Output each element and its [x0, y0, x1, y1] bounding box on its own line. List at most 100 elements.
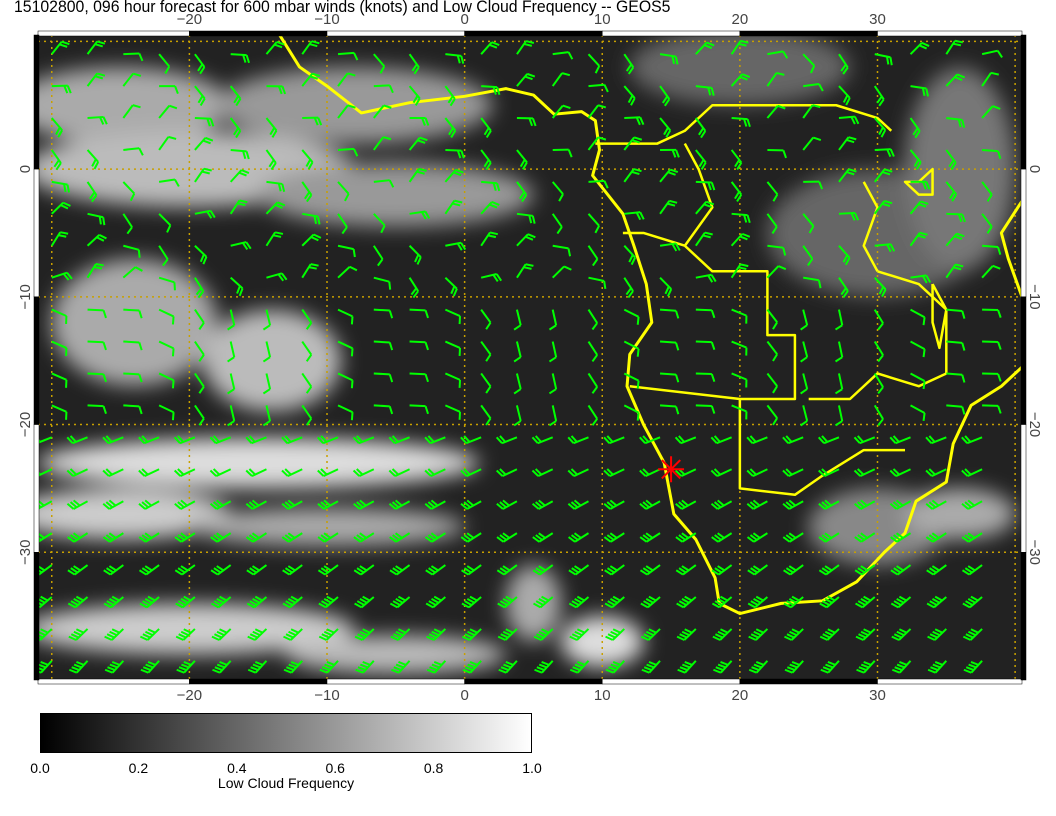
wind-barb	[103, 595, 124, 609]
wind-barb	[123, 147, 144, 156]
wind-barb	[337, 72, 356, 87]
wind-barb	[496, 468, 518, 477]
wind-barb	[890, 532, 912, 543]
wind-barb	[783, 595, 804, 609]
wind-barb	[838, 211, 860, 221]
wind-barb	[855, 628, 876, 641]
wind-barb	[122, 104, 141, 119]
wind-barb	[229, 169, 250, 183]
wind-barb	[262, 373, 272, 395]
wind-barb	[945, 149, 957, 171]
wind-barb	[139, 628, 160, 641]
wind-barb	[122, 266, 143, 279]
wind-barb	[730, 39, 749, 55]
wind-barb	[301, 181, 313, 203]
wind-barb	[102, 532, 124, 543]
wind-barb	[426, 628, 447, 641]
wind-barb	[513, 373, 522, 395]
lon-tick-label: 30	[869, 687, 886, 704]
wind-barb	[337, 244, 356, 258]
lon-tick-label: 0	[460, 11, 468, 28]
wind-barb	[604, 564, 625, 576]
wind-barb	[318, 595, 339, 609]
wind-barb	[838, 115, 860, 125]
frame-segment	[33, 34, 40, 170]
wind-barb	[568, 564, 590, 576]
wind-barb	[803, 82, 824, 92]
wind-barb	[301, 233, 322, 247]
wind-barb	[388, 435, 410, 445]
wind-barb	[889, 468, 911, 477]
wind-barb	[352, 435, 375, 445]
wind-barb	[158, 135, 177, 151]
wind-barb	[533, 595, 554, 609]
wind-barb	[605, 628, 625, 641]
wind-barb	[568, 595, 590, 609]
wind-barb	[408, 53, 420, 75]
lat-tick-label: −10	[17, 284, 34, 309]
wind-barb	[926, 564, 947, 576]
wind-barb	[247, 660, 268, 674]
wind-barb	[460, 435, 482, 445]
wind-barb	[87, 308, 107, 319]
wind-barb	[496, 532, 518, 543]
wind-barb	[86, 263, 104, 279]
wind-barb	[820, 660, 840, 674]
wind-barb	[909, 231, 928, 247]
wind-barb	[675, 532, 697, 543]
wind-barb	[731, 117, 751, 128]
wind-barb	[623, 168, 642, 183]
wind-barb	[695, 200, 715, 215]
wind-barb	[819, 595, 840, 609]
wind-barb	[587, 104, 607, 119]
wind-barb	[194, 340, 205, 362]
wind-barb	[87, 212, 106, 226]
lon-tick-label: 0	[460, 687, 468, 704]
lat-tick-label: −10	[1026, 284, 1043, 309]
wind-barb	[138, 468, 160, 477]
wind-barb	[174, 499, 196, 510]
wind-barb	[946, 404, 966, 415]
wind-barb	[104, 660, 125, 674]
wind-barb	[104, 628, 125, 641]
wind-barb	[480, 372, 492, 394]
wind-barb	[838, 85, 851, 106]
wind-barb	[660, 148, 680, 158]
wind-barb	[874, 243, 896, 253]
wind-barb	[548, 373, 558, 395]
wind-barb	[230, 241, 252, 251]
wind-barb	[229, 117, 242, 139]
wind-barb	[337, 181, 350, 202]
location-marker-icon	[658, 456, 685, 483]
wind-barb	[552, 51, 574, 60]
frame-segment	[189, 678, 328, 685]
wind-barb	[38, 660, 53, 674]
wind-barb	[317, 564, 339, 576]
wind-barb	[265, 149, 277, 171]
wind-barb	[265, 40, 285, 55]
wind-barb	[86, 149, 100, 170]
wind-barb	[800, 373, 809, 395]
wind-barb	[229, 85, 242, 107]
wind-barb	[230, 53, 250, 64]
wind-barb	[337, 265, 358, 279]
wind-barb	[245, 468, 267, 477]
wind-barb	[497, 628, 518, 641]
wind-barb	[318, 628, 339, 641]
wind-barb	[227, 373, 236, 395]
wind-barb	[623, 308, 640, 325]
wind-barb	[623, 372, 640, 389]
wind-barb	[159, 85, 179, 94]
wind-barb	[158, 104, 178, 119]
wind-barb	[659, 308, 680, 319]
wind-barb	[623, 340, 640, 357]
wind-barb	[425, 595, 447, 609]
wind-barb	[211, 628, 232, 641]
wind-barb	[588, 179, 609, 189]
wind-barb	[87, 404, 107, 415]
wind-barb	[802, 104, 821, 119]
wind-barb	[262, 309, 272, 331]
lake-malawi	[931, 283, 948, 350]
wind-barb	[659, 85, 671, 107]
wind-barb	[123, 404, 143, 415]
